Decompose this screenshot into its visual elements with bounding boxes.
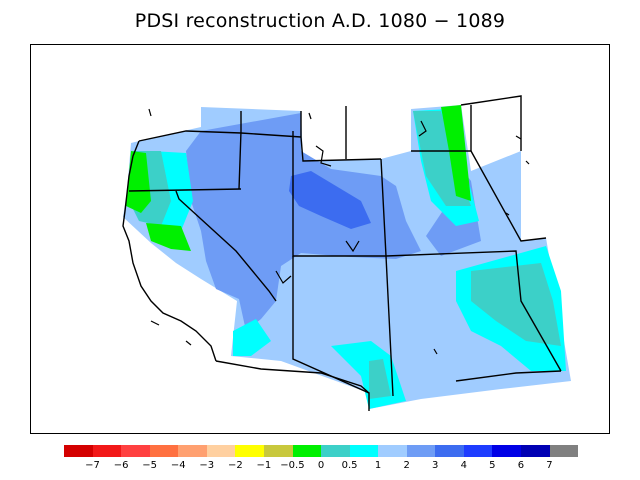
pdsi-region-green-west [126,151,151,213]
colorbar-swatch [521,445,550,457]
lake-4 [418,120,427,137]
colorbar-swatch [492,445,521,457]
colorbar-swatch [92,445,122,457]
lake-3 [275,270,292,284]
state-boundaries [122,95,562,411]
coastline-west [122,140,217,362]
pdsi-region-2to3 [186,113,421,331]
pdsi-map [122,95,571,411]
map-title: PDSI reconstruction A.D. 1080 − 1089 [134,10,506,32]
colorbar-tick-label: 5 [489,460,496,471]
colorbar-tick-label: −3 [199,460,215,471]
colorbar-tick-label: 2 [403,460,410,471]
colorbar-swatch [549,445,579,457]
colorbar-tick-label: −6 [113,460,129,471]
colorbar-labels: −7 −6 −5 −4 −3 −2 −1 −0.5 0 0.5 1 2 3 4 5 6 7 [0,460,640,474]
colorbar-tick-label: 0.5 [341,460,358,471]
colorbar-tick-label: −2 [227,460,243,471]
island-4 [308,112,312,120]
colorbar-tick-label: −1 [256,460,272,471]
colorbar-tick-label: −0.5 [280,460,305,471]
island-3 [148,108,152,117]
border-or-wa [138,130,302,142]
pdsi-region-teal-se [471,263,561,346]
colorbar-swatch [292,445,322,457]
border-ca-north [128,188,242,192]
pdsi-region-teal-south [369,359,391,399]
colorbar-tick-label: 4 [460,460,467,471]
pdsi-region-cyan-sw [233,319,271,356]
colorbar-swatch [435,445,464,457]
map-frame [30,44,610,434]
island-6 [505,212,510,216]
water-bodies [148,108,530,355]
colorbar-tick-label: 3 [432,460,439,471]
border-wy [300,136,382,162]
border-ok-tx [455,370,562,382]
colorbar-swatch [321,445,350,457]
colorbar-swatch [121,445,150,457]
pdsi-region-green-ne [441,105,471,201]
island-8 [525,160,530,165]
colorbar-tick-label: −7 [85,460,100,471]
colorbar-tick-label: −4 [170,460,186,471]
colorbar-tick-label: 6 [517,460,525,471]
island-1 [150,320,160,326]
colorbar-swatch [263,445,293,457]
border-ca-nv [175,190,277,302]
colorbar-swatch [378,445,407,457]
colorbar-tick-label: −5 [142,460,158,471]
lake-2 [345,240,360,253]
colorbar-swatch [149,445,179,457]
border-nd-sd [460,95,522,151]
colorbar-swatch [206,445,236,457]
border-ne [411,150,547,242]
pdsi-region-3to4 [289,171,371,229]
colorbar-swatch [178,445,207,457]
colorbar-swatch [349,445,379,457]
colorbar-tick-label: 1 [374,460,382,471]
border-ks [385,250,562,372]
colorbar-swatch [235,445,264,457]
colorbar-tick-label: 7 [546,460,553,471]
colorbar-swatch [406,445,436,457]
island-5 [515,135,522,140]
colorbar [64,445,579,457]
island-2 [185,340,192,346]
border-mexico [215,360,370,394]
border-id-mt [238,111,242,190]
colorbar-swatch [64,445,93,457]
island-7 [433,348,438,355]
colorbar-tick-label: 0 [317,460,325,471]
colorbar-swatch [463,445,493,457]
lake-1 [315,145,332,167]
pdsi-region-green-west2 [146,223,191,251]
